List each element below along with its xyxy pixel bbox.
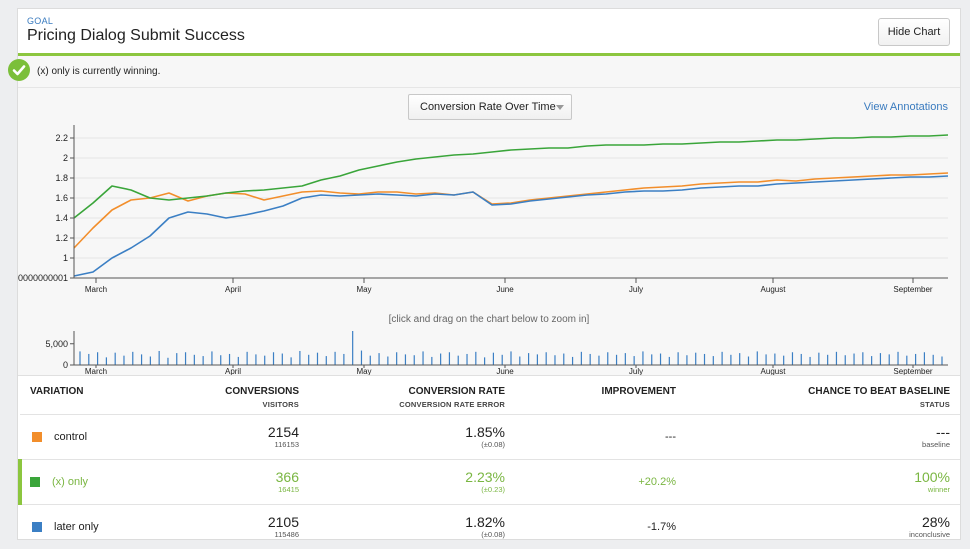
table-row[interactable]: control 2154 116153 1.85% (±0.08) --- --- b… [20, 413, 960, 459]
series-line-x-only [73, 134, 949, 219]
chart-metric-label: Conversion Rate Over Time [420, 101, 556, 113]
variation-cell: (x) only [18, 458, 170, 504]
chart-metric-dropdown[interactable]: Conversion Rate Over Time [408, 94, 572, 120]
status-row: (x) only is currently winning. [8, 56, 960, 88]
goal-title: Pricing Dialog Submit Success [27, 27, 245, 44]
nav-y-tick-label: 0 [63, 360, 68, 370]
conversions-header: CONVERSIONS VISITORS [225, 386, 299, 409]
visitor-volume-navigator[interactable]: 0 5,000 March April May June July August Septemb… [18, 327, 960, 375]
conversion-rate-chart[interactable]: 0000000001 1 1.2 1.4 1.6 1.8 2 2.2 March April Ma… [18, 88, 960, 313]
x-tick-label: July [629, 285, 643, 294]
nav-x-tick-label: June [496, 367, 514, 375]
y-tick-label: 1.4 [55, 213, 68, 223]
y-tick-label: 1 [63, 253, 68, 263]
view-annotations-link[interactable]: View Annotations [863, 101, 948, 113]
variation-cell: control [20, 413, 170, 459]
x-tick-label: May [356, 285, 371, 294]
chance-cell: --- baseline [677, 413, 960, 459]
rate-cell: 2.23% (±0.23) [300, 458, 506, 504]
y-tick-label: 2.2 [55, 133, 68, 143]
x-tick-label: April [225, 285, 241, 294]
improvement-cell: +20.2% [506, 458, 677, 504]
winner-accent-bar [18, 53, 960, 56]
y-tick-label: 1.6 [55, 193, 68, 203]
status-message: (x) only is currently winning. [37, 66, 161, 77]
nav-x-tick-label: April [225, 367, 241, 375]
results-header-row: VARIATION CONVERSIONS VISITORS CONVERSION… [20, 376, 960, 414]
chance-header: CHANCE TO BEAT BASELINE STATUS [808, 386, 950, 409]
rate-cell: 1.85% (±0.08) [300, 413, 506, 459]
color-swatch [30, 476, 40, 487]
nav-x-tick-label: July [629, 367, 643, 375]
improvement-cell: --- [506, 413, 677, 459]
nav-x-tick-label: August [761, 367, 787, 375]
zoom-hint: [click and drag on the chart below to zo… [388, 314, 590, 325]
improvement-cell: -1.7% [506, 503, 677, 549]
x-tick-label: March [85, 285, 107, 294]
goal-label: GOAL [27, 16, 54, 26]
variation-cell: later only [20, 503, 170, 549]
color-swatch [32, 521, 42, 532]
x-tick-label: September [893, 285, 932, 294]
improvement-header: IMPROVEMENT [601, 386, 676, 397]
y-tick-label: 1.8 [55, 173, 68, 183]
table-row[interactable]: later only 2105 115486 1.82% (±0.08) -1.7%… [20, 503, 960, 549]
hide-chart-button[interactable]: Hide Chart [878, 18, 950, 46]
nav-x-tick-label: September [893, 367, 932, 375]
series-line-control [73, 172, 949, 249]
chance-cell: 100% winner [677, 458, 960, 504]
conversions-cell: 2154 116153 [170, 413, 300, 459]
y-tick-label: 1.2 [55, 233, 68, 243]
chart-area: Conversion Rate Over Time View Annotatio… [18, 88, 960, 376]
rate-header: CONVERSION RATE CONVERSION RATE ERROR [399, 386, 505, 409]
nav-x-tick-label: March [85, 367, 107, 375]
series-line-later-only [73, 175, 949, 277]
color-swatch [32, 431, 42, 442]
chance-cell: 28% inconclusive [677, 503, 960, 549]
results-panel: GOAL Pricing Dialog Submit Success Hide … [8, 8, 961, 549]
y-tick-label: 2 [63, 153, 68, 163]
x-tick-label: August [761, 285, 787, 294]
checkmark-icon [8, 59, 30, 81]
variation-header: VARIATION [30, 386, 84, 397]
conversions-cell: 2105 115486 [170, 503, 300, 549]
x-tick-label: June [496, 285, 514, 294]
nav-x-tick-label: May [356, 367, 371, 375]
table-row[interactable]: (x) only 366 16415 2.23% (±0.23) +20.2% 10… [18, 458, 960, 504]
nav-y-tick-label: 5,000 [45, 339, 68, 349]
rate-cell: 1.82% (±0.08) [300, 503, 506, 549]
results-table: VARIATION CONVERSIONS VISITORS CONVERSION… [18, 376, 960, 549]
conversions-cell: 366 16415 [170, 458, 300, 504]
y-tick-label: 0000000001 [18, 273, 68, 283]
chevron-down-icon [556, 105, 564, 110]
